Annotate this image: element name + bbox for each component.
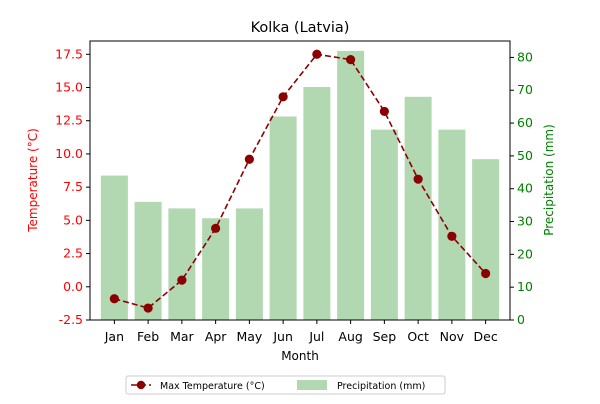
x-tick-label: Jul — [308, 329, 324, 344]
left-axis-label: Temperature (°C) — [26, 128, 40, 233]
bar-jun — [269, 116, 297, 321]
right-axis-label: Precipitation (mm) — [542, 124, 556, 236]
legend-bar-handle — [297, 380, 327, 390]
bar-jul — [303, 86, 331, 320]
x-tick-label: Feb — [137, 329, 159, 344]
temp-point-sep — [379, 106, 389, 117]
legend-line-marker — [136, 380, 146, 390]
temp-point-dec — [481, 268, 491, 279]
bar-mar — [168, 208, 196, 320]
left-tick-label: 0.0 — [63, 279, 83, 294]
temp-point-mar — [177, 275, 187, 285]
left-tick-label: 17.5 — [55, 46, 83, 61]
x-tick-label: Jun — [272, 329, 293, 344]
temp-point-may — [244, 154, 254, 164]
x-axis-label: Month — [281, 349, 319, 363]
temp-point-jun — [278, 92, 288, 102]
axes: -2.5 0.0 2.5 5.0 7.5 10.0 12.5 15.0 17.5 0 10 20 30 4… — [55, 40, 533, 344]
right-tick-label: 0 — [517, 312, 525, 327]
x-tick-label: Jan — [104, 329, 124, 344]
precipitation-bars — [100, 50, 500, 321]
temp-point-feb — [143, 303, 153, 313]
left-tick-label: 2.5 — [63, 246, 83, 261]
legend-label-precipitation: Precipitation (mm) — [337, 381, 425, 392]
temperature-line — [109, 49, 491, 313]
bar-dec — [472, 159, 500, 320]
x-tick-label: Nov — [440, 329, 465, 344]
left-tick-label: 7.5 — [63, 179, 83, 194]
bar-aug — [337, 50, 365, 321]
bar-feb — [134, 201, 162, 320]
x-tick-label: May — [236, 329, 262, 344]
x-tick-label: Oct — [407, 329, 429, 344]
legend: Max Temperature (°C) Precipitation (mm) — [125, 375, 446, 395]
chart-title: Kolka (Latvia) — [251, 20, 350, 36]
left-tick-label: 15.0 — [55, 80, 83, 95]
bar-oct — [404, 96, 432, 320]
temperature-polyline — [114, 53, 487, 309]
bar-may — [235, 208, 263, 320]
x-tick-label: Mar — [170, 329, 194, 344]
right-tick-label: 60 — [517, 115, 533, 130]
right-tick-label: 30 — [517, 214, 533, 229]
right-tick-label: 80 — [517, 49, 533, 64]
legend-label-temperature: Max Temperature (°C) — [160, 381, 265, 392]
bar-apr — [202, 218, 230, 320]
bar-sep — [370, 129, 398, 320]
left-tick-label: 10.0 — [55, 146, 83, 161]
legend-box — [125, 375, 446, 395]
x-tick-label: Apr — [205, 329, 227, 344]
left-tick-label: 5.0 — [63, 212, 83, 227]
x-tick-label: Aug — [338, 329, 362, 344]
x-tick-label: Sep — [373, 329, 397, 344]
right-tick-label: 50 — [517, 148, 533, 163]
right-tick-label: 70 — [517, 82, 533, 97]
temp-point-apr — [211, 223, 221, 233]
right-tick-label: 40 — [517, 181, 533, 196]
bar-nov — [438, 129, 466, 320]
temp-point-nov — [447, 231, 457, 241]
right-tick-label: 10 — [517, 279, 533, 294]
temp-point-aug — [346, 55, 356, 65]
right-tick-label: 20 — [517, 246, 533, 261]
temp-point-jul — [312, 49, 322, 59]
left-tick-label: -2.5 — [59, 312, 83, 327]
plot-frame — [89, 40, 511, 321]
left-tick-label: 12.5 — [55, 113, 83, 128]
temp-point-jan — [109, 294, 119, 304]
x-tick-label: Dec — [474, 329, 498, 344]
temp-point-oct — [413, 174, 423, 184]
